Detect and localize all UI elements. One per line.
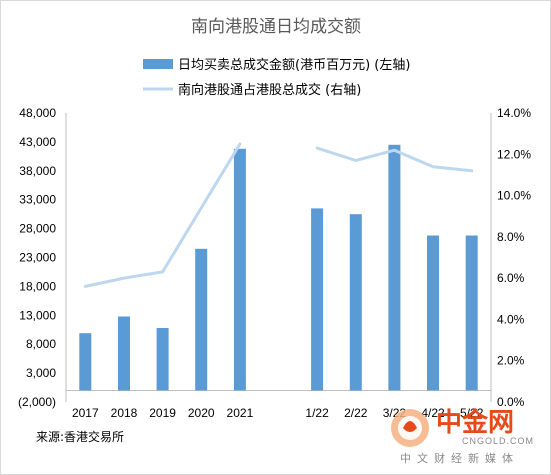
right-tick-label: 8.0% <box>497 230 525 244</box>
bar-2019 <box>156 328 169 391</box>
bar-5-22 <box>465 235 478 391</box>
x-tick-label: 2020 <box>188 406 215 420</box>
bar-2017 <box>79 333 92 391</box>
right-tick-label: 14.0% <box>497 106 531 120</box>
x-tick-label: 2019 <box>149 406 176 420</box>
left-tick-label: 23,000 <box>19 251 56 265</box>
right-tick-label: 0.0% <box>497 395 525 409</box>
bar-2018 <box>118 316 130 391</box>
x-tick-label: 4/22 <box>421 406 445 420</box>
bar-2021 <box>233 148 246 391</box>
bar-2-22 <box>349 214 362 391</box>
line-series <box>83 142 474 288</box>
bar-1-22 <box>311 208 324 391</box>
bar-3-22 <box>388 144 401 391</box>
x-tick-label: 1/22 <box>305 406 329 420</box>
x-tick-label: 2018 <box>111 406 138 420</box>
tick-labels: (2,000) 3,000 8,000 13,000 18,000 23,000 28,00… <box>18 106 531 420</box>
axes <box>65 113 492 402</box>
bar-4-22 <box>427 235 439 391</box>
watermark-brand-en: CNGOLD.COM <box>462 436 534 446</box>
watermark-brand-cn: 中金网 <box>436 407 514 438</box>
left-tick-label: 8,000 <box>26 337 56 351</box>
legend: 日均买卖总成交金额(港币百万元) (左轴) 南向港股通占港股总成交 (右轴) <box>143 57 410 98</box>
left-tick-label: 3,000 <box>26 366 56 380</box>
source-note: 来源:香港交易所 <box>36 429 124 444</box>
left-tick-label: 18,000 <box>19 279 56 293</box>
watermark-emblem-mark <box>403 421 417 432</box>
left-tick-label: 13,000 <box>19 308 56 322</box>
left-tick-label: 43,000 <box>19 135 56 149</box>
chart-title: 南向港股通日均成交额 <box>191 17 361 37</box>
left-tick-label: (2,000) <box>18 395 56 409</box>
left-tick-label: 28,000 <box>19 222 56 236</box>
left-tick-label: 38,000 <box>19 164 56 178</box>
left-tick-label: 33,000 <box>19 193 56 207</box>
legend-swatch-bar <box>143 59 173 69</box>
x-tick-label: 5/22 <box>460 406 484 420</box>
right-tick-label: 4.0% <box>497 312 525 326</box>
right-tick-label: 10.0% <box>497 189 531 203</box>
watermark-logo: 中金网 CNGOLD.COM 中文财经新媒体 <box>391 407 534 465</box>
x-tick-label: 2/22 <box>344 406 368 420</box>
legend-label-bar: 日均买卖总成交金额(港币百万元) (左轴) <box>178 57 410 73</box>
right-tick-label: 6.0% <box>497 271 525 285</box>
x-tick-label: 2017 <box>72 406 99 420</box>
right-tick-label: 2.0% <box>497 354 525 368</box>
x-tick-label: 2021 <box>227 406 254 420</box>
left-tick-label: 48,000 <box>19 106 56 120</box>
watermark-tagline: 中文财经新媒体 <box>400 451 519 465</box>
right-tick-label: 12.0% <box>497 147 531 161</box>
legend-label-line: 南向港股通占港股总成交 (右轴) <box>178 82 361 98</box>
line-segment-1 <box>83 142 242 288</box>
bar-2020 <box>195 248 208 391</box>
bar-series <box>79 144 478 391</box>
